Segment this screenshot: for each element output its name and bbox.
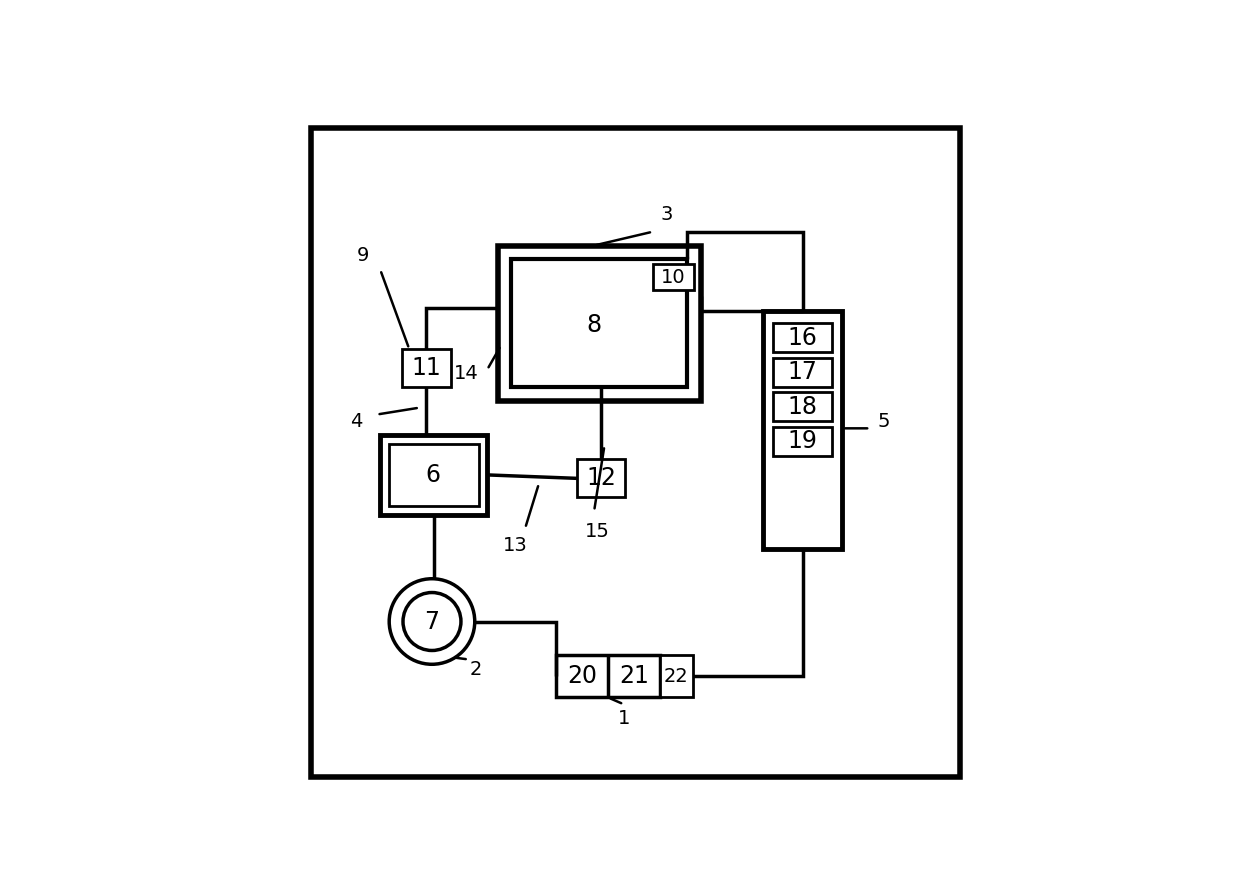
Bar xyxy=(577,460,625,497)
Text: 4: 4 xyxy=(350,412,362,431)
Text: 2: 2 xyxy=(469,660,481,679)
Bar xyxy=(774,392,832,421)
Text: 6: 6 xyxy=(425,462,441,487)
Text: 18: 18 xyxy=(787,395,817,419)
Bar xyxy=(497,246,701,401)
Bar xyxy=(381,435,487,514)
Text: 8: 8 xyxy=(587,313,601,337)
Text: 19: 19 xyxy=(787,429,817,453)
Text: 5: 5 xyxy=(878,412,890,431)
Text: 11: 11 xyxy=(412,356,441,380)
Bar xyxy=(774,358,832,387)
Text: 13: 13 xyxy=(502,536,527,556)
Bar xyxy=(660,655,693,697)
Text: 17: 17 xyxy=(787,360,817,384)
Text: 9: 9 xyxy=(357,246,370,265)
Text: 16: 16 xyxy=(787,326,817,350)
Bar xyxy=(763,311,842,549)
Bar xyxy=(774,427,832,456)
Text: 3: 3 xyxy=(661,205,673,224)
Bar xyxy=(388,444,479,506)
Bar xyxy=(557,655,660,697)
Bar xyxy=(511,259,687,387)
Text: 1: 1 xyxy=(618,709,630,728)
Bar xyxy=(652,264,694,290)
Text: 21: 21 xyxy=(619,664,649,688)
Text: 12: 12 xyxy=(587,466,616,490)
Bar xyxy=(402,349,450,387)
Bar xyxy=(774,323,832,352)
Text: 14: 14 xyxy=(454,364,479,383)
Text: 15: 15 xyxy=(585,522,610,541)
Text: 20: 20 xyxy=(568,664,598,688)
Text: 22: 22 xyxy=(663,667,688,685)
Text: 7: 7 xyxy=(424,609,439,633)
Text: 10: 10 xyxy=(661,268,684,287)
